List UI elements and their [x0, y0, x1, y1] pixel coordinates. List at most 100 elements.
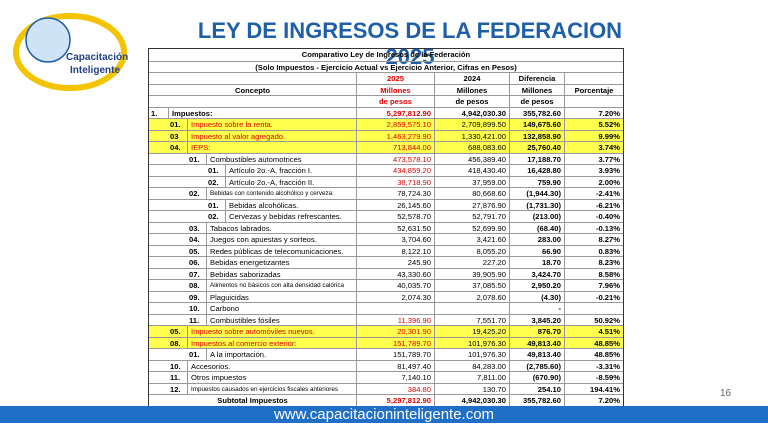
row-label: Carbono [206, 303, 356, 314]
header-cell: Porcentaje [564, 84, 623, 95]
value-2024: 7,551.70 [434, 314, 509, 325]
table-row: 01. Impuesto sobre la renta. 2,859,575.10 2… [149, 118, 623, 130]
value-diff: 49,813.40 [509, 337, 564, 348]
footer-url: www.capacitacioninteligente.com [273, 406, 495, 423]
row-number: 04. [189, 235, 200, 244]
row-label: Accesorios. [187, 360, 356, 371]
concept-cell: 01. A la importación. [149, 349, 356, 360]
table-row: 01. Bebidas alcohólicas. 26,145.60 27,876.9… [149, 198, 623, 210]
row-label: Bebidas con contenido alcohólico y cerve… [206, 188, 356, 199]
value-2025: 26,145.60 [356, 199, 434, 210]
total-label: Subtotal Impuestos [217, 396, 288, 405]
value-2024: 84,283.00 [434, 360, 509, 371]
table-row: 08. Alimentos no básicos con alta densida… [149, 279, 623, 291]
value-2024: 8,055.20 [434, 245, 509, 256]
value-2025: 151,789.70 [356, 349, 434, 360]
value-2024: 7,811.00 [434, 372, 509, 383]
row-number: 04. [170, 143, 181, 152]
value-2024: 3,421.60 [434, 234, 509, 245]
table-row: 1. Impuestos: 5,297,812.90 4,942,030.30 355,… [149, 106, 623, 118]
value-diff: 283.00 [509, 234, 564, 245]
row-number: 12. [170, 384, 181, 394]
row-label: Impuestos: [168, 107, 356, 118]
value-diff: (68.40) [509, 222, 564, 233]
header-row: 2025 2024 Diferencia [149, 72, 623, 84]
total-row: Subtotal Impuestos 5,297,812.90 4,942,030.… [149, 394, 623, 406]
concept-cell: 12. Impuestos causados en ejercicios fisc… [149, 383, 356, 394]
value-2024: 130.70 [434, 383, 509, 394]
table-row: 05. Impuesto sobre automóviles nuevos. 20,… [149, 325, 623, 337]
header-cell [149, 96, 356, 107]
value-2025: 2,859,575.10 [356, 119, 434, 130]
value-2025: 473,578.10 [356, 153, 434, 164]
concept-cell: 10. Accesorios. [149, 360, 356, 371]
value-pct: 7.96% [564, 280, 623, 291]
value-2025: 151,789.70 [356, 337, 434, 348]
value-2024: 37,959.00 [434, 176, 509, 187]
concept-cell: 08. Impuestos al comercio exterior: [149, 337, 356, 348]
value-2025: 2,074.30 [356, 291, 434, 302]
row-number: 10. [170, 361, 181, 371]
row-number: 09. [189, 292, 200, 302]
concept-cell: 01. Combustibles automotrices [149, 153, 356, 164]
value-2024: 688,083.60 [434, 142, 509, 153]
value-pct: -0.40% [564, 211, 623, 222]
concept-cell: 01. Impuesto sobre la renta. [149, 119, 356, 130]
concept-cell: 04. Juegos con apuestas y sorteos. [149, 234, 356, 245]
row-label: Tabacos labrados. [206, 222, 356, 233]
header-cell: de pesos [434, 96, 509, 107]
logo: Capacitación Inteligente [13, 13, 128, 91]
value-diff: (2,785.60) [509, 360, 564, 371]
row-label: IEPS: [187, 142, 356, 153]
value-pct: 48.85% [564, 349, 623, 360]
value-pct: 8.23% [564, 257, 623, 268]
row-number: 1. [151, 108, 158, 118]
value-2025: 384.80 [356, 383, 434, 394]
value-2025: 52,631.50 [356, 222, 434, 233]
page-number: 16 [720, 388, 732, 399]
table-row: 02. Cervezas y bebidas refrescantes. 52,57… [149, 210, 623, 222]
value-diff: 355,782.60 [509, 107, 564, 118]
row-number: 07. [189, 269, 200, 279]
table-row: 01. A la importación. 151,789.70 101,976.30… [149, 348, 623, 360]
concept-cell: 11. Otros impuestos [149, 372, 356, 383]
header-cell: Millones [434, 84, 509, 95]
header-cell: Millones [356, 84, 434, 95]
value-2024: 27,876.90 [434, 199, 509, 210]
table-row: 10. Carbono - [149, 302, 623, 314]
row-number: 01. [189, 350, 200, 359]
value-2025: 78,724.30 [356, 188, 434, 199]
row-number: 02. [208, 212, 219, 221]
row-label: Artículo 2o.-A, fracción I. [225, 165, 356, 176]
value-pct: -0.21% [564, 291, 623, 302]
row-label: Cervezas y bebidas refrescantes. [225, 211, 356, 222]
row-number: 08. [170, 338, 181, 348]
logo-text: Inteligente [70, 65, 120, 76]
header-cell: de pesos [356, 96, 434, 107]
row-label: Bebidas saborizadas [206, 268, 356, 279]
row-label: Bebidas alcohólicas. [225, 199, 356, 210]
value-diff: 17,188.70 [509, 153, 564, 164]
value-2024: 456,389.40 [434, 153, 509, 164]
value-pct: -2.41% [564, 188, 623, 199]
value-2024: 80,668.60 [434, 188, 509, 199]
value-diff: (4.30) [509, 291, 564, 302]
value-2024: 19,425.20 [434, 326, 509, 337]
row-label: Impuestos al comercio exterior: [187, 337, 356, 348]
value-pct: 48.85% [564, 337, 623, 348]
row-number: 11. [189, 315, 200, 325]
row-number: 01. [208, 166, 219, 175]
concept-cell: 07. Bebidas saborizadas [149, 268, 356, 279]
value-2025: 245.90 [356, 257, 434, 268]
value-pct: 4.51% [564, 326, 623, 337]
row-label: Impuesto al valor agregado. [187, 130, 356, 141]
row-label: Impuesto sobre la renta. [187, 119, 356, 130]
row-label: A la importación. [206, 349, 356, 360]
caption-row: (Solo Impuestos - Ejercicio Actual vs Ej… [149, 60, 623, 73]
value-pct: 50.92% [564, 314, 623, 325]
row-number: 02. [208, 177, 219, 187]
table: Comparativo Ley de Ingresos de la Federa… [148, 48, 624, 407]
value-diff: (670.90) [509, 372, 564, 383]
logo-ring [13, 13, 127, 91]
